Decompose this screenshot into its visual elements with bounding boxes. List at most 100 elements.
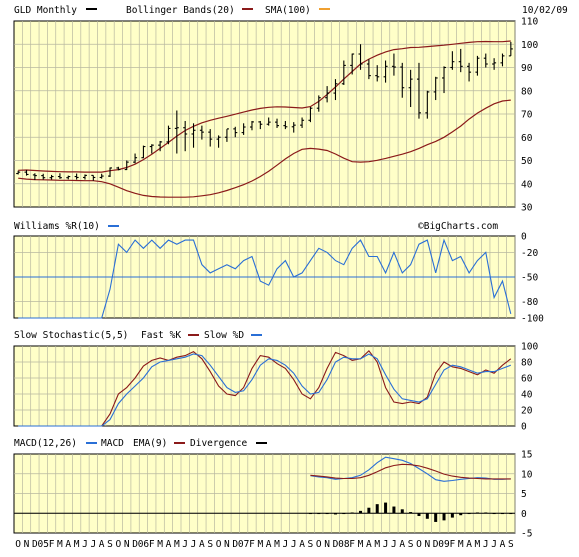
- ohlc-bar: [74, 173, 79, 180]
- ohlc-bar: [116, 166, 121, 171]
- slowd-legend-swatch: [251, 334, 262, 336]
- x-tick-label: N: [324, 539, 330, 550]
- ohlc-bar: [433, 76, 438, 101]
- ohlc-bar: [358, 44, 363, 70]
- divergence-bar: [350, 512, 354, 514]
- macd-tick-label: 5: [521, 489, 527, 500]
- x-tick-label: O: [216, 539, 222, 550]
- ohlc-bar: [300, 117, 305, 128]
- macd-tick-label: 15: [521, 450, 532, 461]
- chart-marks: [14, 40, 515, 522]
- slowd-line: [18, 353, 511, 427]
- fastk-legend-swatch: [188, 334, 199, 336]
- ohlc-bar: [82, 174, 87, 180]
- x-tick-label: A: [466, 539, 472, 550]
- stochastic-label: Slow Stochastic(5,5): [14, 330, 128, 341]
- bollinger-label: Bollinger Bands(20): [126, 5, 235, 16]
- ohlc-bar: [467, 62, 472, 82]
- divergence-bar: [375, 504, 379, 514]
- divergence-bar: [425, 513, 429, 519]
- price-tick-label: 100: [521, 40, 538, 51]
- ohlc-bar: [291, 122, 296, 133]
- ohlc-bar: [174, 110, 179, 154]
- sma-legend-swatch: [319, 8, 330, 10]
- x-tick-label: 08: [338, 539, 350, 550]
- macd-tick-label: 0: [521, 509, 527, 520]
- x-tick-label: M: [157, 539, 163, 550]
- ohlc-bar: [149, 144, 154, 154]
- price-tick-label: 90: [521, 63, 533, 74]
- x-tick-label: M: [174, 539, 180, 550]
- ema-label: EMA(9): [133, 438, 167, 449]
- x-tick-label: J: [182, 539, 188, 550]
- x-tick-label: F: [450, 539, 456, 550]
- ohlc-bar: [166, 125, 171, 145]
- macd-line-label: MACD: [101, 438, 124, 449]
- x-tick-label: F: [249, 539, 255, 550]
- x-tick-label: 09: [438, 539, 450, 550]
- divergence-bar: [459, 513, 463, 516]
- divergence-bar: [333, 513, 337, 515]
- x-tick-label: A: [366, 539, 372, 550]
- x-tick-label: D: [433, 539, 439, 550]
- price-tick-label: 80: [521, 86, 533, 97]
- ohlc-bar: [41, 173, 46, 180]
- divergence-bar: [342, 513, 346, 515]
- x-tick-label: O: [15, 539, 21, 550]
- x-tick-label: N: [224, 539, 230, 550]
- stochastic-tick-label: 0: [521, 422, 527, 433]
- x-tick-label: D: [232, 539, 238, 550]
- ohlc-bar: [333, 79, 338, 101]
- ohlc-bar: [124, 160, 129, 171]
- x-tick-label: M: [458, 539, 464, 550]
- bollinger-legend-swatch: [242, 8, 253, 10]
- x-tick-label: 05: [37, 539, 48, 550]
- divergence-bar: [325, 513, 329, 515]
- ohlc-bar: [199, 125, 204, 140]
- ohlc-bar: [425, 90, 430, 119]
- slowd-label: Slow %D: [204, 330, 244, 341]
- stochastic-tick-label: 40: [521, 390, 533, 401]
- ema-legend-swatch: [174, 442, 185, 444]
- x-tick-label: N: [24, 539, 30, 550]
- x-tick-label: M: [257, 539, 263, 550]
- divergence-bar: [392, 506, 396, 514]
- x-tick-label: A: [399, 539, 405, 550]
- x-tick-label: D: [333, 539, 339, 550]
- x-tick-label: O: [316, 539, 322, 550]
- williams-tick-label: -100: [521, 314, 544, 325]
- divergence-bar: [492, 513, 496, 515]
- stochastic-tick-label: 20: [521, 406, 533, 417]
- x-tick-label: D: [32, 539, 38, 550]
- ohlc-bar: [366, 59, 371, 80]
- x-tick-label: M: [374, 539, 380, 550]
- ohlc-bar: [508, 41, 513, 57]
- macd-tick-label: -5: [521, 529, 532, 540]
- ohlc-bar: [500, 53, 505, 67]
- divergence-bar: [400, 509, 404, 514]
- ohlc-bar: [341, 60, 346, 85]
- x-tick-label: A: [199, 539, 205, 550]
- williams-tick-label: -50: [521, 273, 538, 284]
- ohlc-bar: [66, 175, 71, 180]
- x-tick-label: M: [57, 539, 63, 550]
- x-tick-label: S: [207, 539, 213, 550]
- ohlc-bar: [249, 120, 254, 131]
- ohlc-bar: [492, 58, 497, 70]
- sma-label: SMA(100): [265, 5, 311, 16]
- axis-labels: 304050607080901001100-20-50-80-100020406…: [15, 17, 544, 551]
- x-tick-label: S: [508, 539, 514, 550]
- ohlc-bar: [350, 53, 355, 75]
- x-tick-label: A: [299, 539, 305, 550]
- divergence-label: Divergence: [190, 438, 247, 449]
- ohlc-bar: [391, 53, 396, 76]
- macd-tick-label: 10: [521, 469, 533, 480]
- ohlc-bar: [375, 65, 380, 82]
- divergence-bar: [409, 512, 413, 514]
- williams-label: Williams %R(10): [14, 221, 100, 232]
- ohlc-bar: [308, 107, 313, 123]
- divergence-bar: [417, 513, 421, 517]
- ohlc-bar: [208, 129, 213, 147]
